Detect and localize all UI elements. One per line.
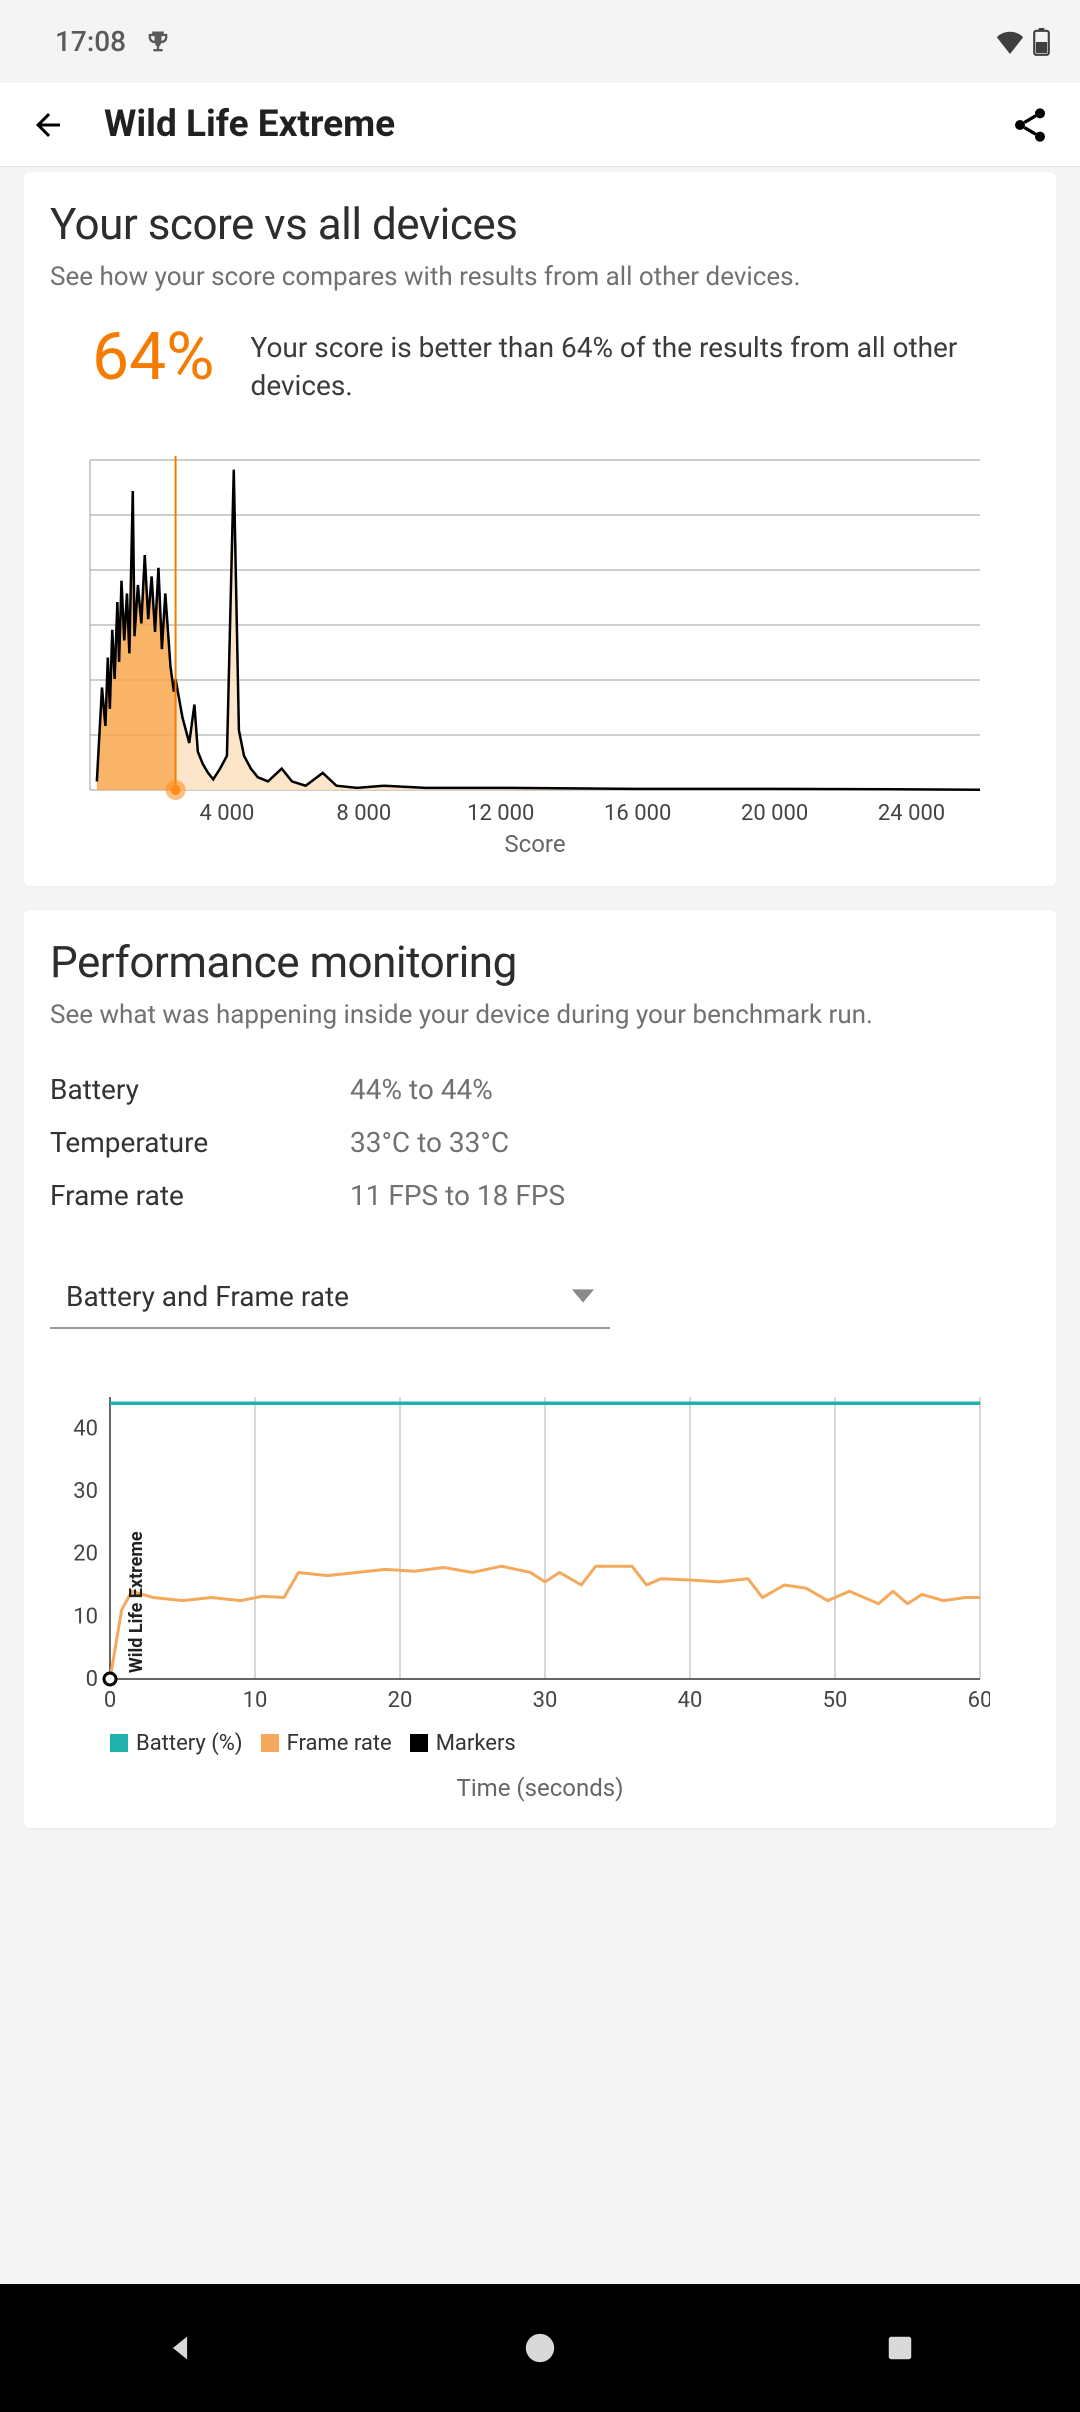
share-icon — [1010, 105, 1050, 145]
metric-label: Frame rate — [50, 1179, 350, 1212]
svg-text:Wild Life Extreme: Wild Life Extreme — [126, 1531, 147, 1673]
legend-battery: Battery (%) — [110, 1731, 243, 1756]
performance-chart: 0102030400102030405060Wild Life Extreme … — [50, 1389, 1030, 1802]
status-right — [995, 28, 1050, 56]
metrics-table: Battery 44% to 44% Temperature 33°C to 3… — [50, 1063, 1030, 1222]
svg-text:30: 30 — [73, 1479, 98, 1504]
svg-text:30: 30 — [533, 1688, 558, 1713]
perf-card-title: Performance monitoring — [50, 936, 1030, 988]
system-nav-bar — [0, 2284, 1080, 2412]
svg-text:10: 10 — [243, 1688, 268, 1713]
svg-text:0: 0 — [86, 1667, 98, 1692]
status-bar: 17:08 — [0, 0, 1080, 83]
status-left: 17:08 — [55, 25, 172, 58]
score-summary-row: 64% Your score is better than 64% of the… — [50, 325, 1030, 405]
percentile-value: 64% — [92, 325, 215, 391]
page-title: Wild Life Extreme — [104, 103, 990, 146]
svg-text:24 000: 24 000 — [878, 801, 945, 826]
svg-text:Score: Score — [504, 830, 565, 858]
metric-value: 11 FPS to 18 FPS — [350, 1179, 565, 1212]
svg-text:16 000: 16 000 — [604, 801, 671, 826]
metric-row-temperature: Temperature 33°C to 33°C — [50, 1116, 1030, 1169]
svg-text:12 000: 12 000 — [467, 801, 534, 826]
score-card-title: Your score vs all devices — [50, 198, 1030, 250]
metric-row-battery: Battery 44% to 44% — [50, 1063, 1030, 1116]
nav-back-button[interactable] — [140, 2308, 220, 2388]
svg-text:20: 20 — [73, 1541, 98, 1566]
legend-frame-rate: Frame rate — [261, 1731, 392, 1756]
svg-text:40: 40 — [678, 1688, 703, 1713]
nav-home-button[interactable] — [500, 2308, 580, 2388]
svg-text:60: 60 — [968, 1688, 990, 1713]
status-time: 17:08 — [55, 25, 126, 58]
score-vs-all-card: Your score vs all devices See how your s… — [24, 172, 1056, 886]
back-button[interactable] — [30, 107, 90, 143]
distribution-chart: 4 000 8 000 12 000 16 000 20 000 24 000 Score — [50, 450, 1030, 860]
performance-monitoring-card: Performance monitoring See what was happ… — [24, 910, 1056, 1828]
chart-x-axis-title: Time (seconds) — [50, 1774, 1030, 1802]
metric-row-frame-rate: Frame rate 11 FPS to 18 FPS — [50, 1169, 1030, 1222]
chart-legend: Battery (%) Frame rate Markers — [50, 1731, 1030, 1756]
metric-value: 33°C to 33°C — [350, 1126, 509, 1159]
wifi-icon — [995, 30, 1025, 54]
svg-text:20: 20 — [388, 1688, 413, 1713]
svg-text:50: 50 — [823, 1688, 848, 1713]
svg-text:4 000: 4 000 — [199, 801, 254, 826]
perf-card-subtitle: See what was happening inside your devic… — [50, 998, 1030, 1033]
svg-text:20 000: 20 000 — [741, 801, 808, 826]
nav-back-icon — [163, 2331, 197, 2365]
score-card-subtitle: See how your score compares with results… — [50, 260, 1030, 295]
nav-home-icon — [523, 2331, 557, 2365]
chevron-down-icon — [572, 1289, 594, 1303]
metric-label: Battery — [50, 1073, 350, 1106]
back-arrow-icon — [30, 107, 66, 143]
percentile-description: Your score is better than 64% of the res… — [251, 325, 1002, 405]
nav-recents-button[interactable] — [860, 2308, 940, 2388]
trophy-icon — [144, 28, 172, 56]
share-button[interactable] — [990, 105, 1050, 145]
metric-value: 44% to 44% — [350, 1073, 493, 1106]
metric-label: Temperature — [50, 1126, 350, 1159]
content-scroll[interactable]: Your score vs all devices See how your s… — [0, 172, 1080, 1828]
legend-markers: Markers — [410, 1731, 516, 1756]
nav-recents-icon — [885, 2333, 915, 2363]
svg-text:8 000: 8 000 — [336, 801, 391, 826]
app-bar: Wild Life Extreme — [0, 83, 1080, 167]
battery-icon — [1033, 28, 1050, 56]
selector-label: Battery and Frame rate — [66, 1280, 349, 1313]
svg-text:40: 40 — [73, 1416, 98, 1441]
svg-text:0: 0 — [104, 1688, 116, 1713]
chart-metric-selector[interactable]: Battery and Frame rate — [50, 1272, 610, 1329]
svg-text:10: 10 — [73, 1604, 98, 1629]
